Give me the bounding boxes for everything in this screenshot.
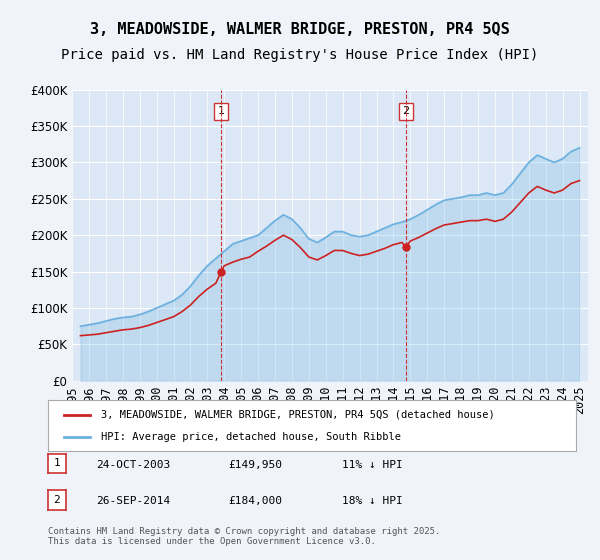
Text: Price paid vs. HM Land Registry's House Price Index (HPI): Price paid vs. HM Land Registry's House …	[61, 48, 539, 62]
Text: £184,000: £184,000	[228, 496, 282, 506]
Text: 2: 2	[403, 106, 410, 116]
Text: 1: 1	[218, 106, 225, 116]
Text: HPI: Average price, detached house, South Ribble: HPI: Average price, detached house, Sout…	[101, 432, 401, 442]
Text: Contains HM Land Registry data © Crown copyright and database right 2025.
This d: Contains HM Land Registry data © Crown c…	[48, 526, 440, 546]
Text: 18% ↓ HPI: 18% ↓ HPI	[342, 496, 403, 506]
Text: 3, MEADOWSIDE, WALMER BRIDGE, PRESTON, PR4 5QS: 3, MEADOWSIDE, WALMER BRIDGE, PRESTON, P…	[90, 22, 510, 38]
Text: 2: 2	[53, 495, 61, 505]
Text: 26-SEP-2014: 26-SEP-2014	[96, 496, 170, 506]
Text: £149,950: £149,950	[228, 460, 282, 470]
Text: 1: 1	[53, 459, 61, 468]
Text: 24-OCT-2003: 24-OCT-2003	[96, 460, 170, 470]
Text: 11% ↓ HPI: 11% ↓ HPI	[342, 460, 403, 470]
Text: 3, MEADOWSIDE, WALMER BRIDGE, PRESTON, PR4 5QS (detached house): 3, MEADOWSIDE, WALMER BRIDGE, PRESTON, P…	[101, 409, 494, 419]
